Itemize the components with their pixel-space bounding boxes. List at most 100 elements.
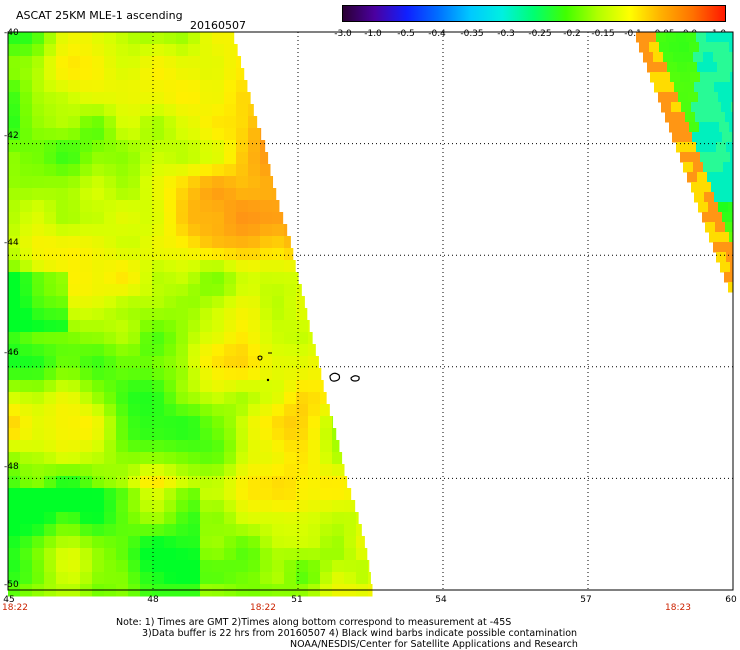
swath-cell xyxy=(284,308,297,321)
swath-cell xyxy=(284,536,297,549)
swath-cell xyxy=(68,164,81,177)
swath-cell xyxy=(128,572,141,585)
swath-cell xyxy=(164,272,177,285)
swath-cell xyxy=(296,464,309,477)
swath-cell xyxy=(92,500,105,513)
swath-cell xyxy=(80,512,93,525)
swath-cell xyxy=(92,440,105,453)
swath-cell xyxy=(8,212,21,225)
swath-cell xyxy=(80,452,93,465)
swath-cell xyxy=(140,80,153,93)
swath-cell xyxy=(296,404,309,417)
swath-cell xyxy=(224,440,237,453)
swath-cell xyxy=(176,116,189,129)
swath-cell xyxy=(164,128,177,141)
swath-cell xyxy=(68,572,81,585)
swath-cell xyxy=(188,452,201,465)
swath-cell xyxy=(212,92,225,105)
swath-cell xyxy=(700,72,711,83)
swath-cell xyxy=(20,212,33,225)
swath-cell xyxy=(320,452,333,465)
swath-cell xyxy=(140,404,153,417)
swath-cell xyxy=(224,368,237,381)
swath-cell xyxy=(20,428,33,441)
swath-cell xyxy=(32,344,45,357)
swath-cell xyxy=(188,296,201,309)
swath-cell xyxy=(68,260,81,273)
swath-cell xyxy=(44,212,57,225)
swath-cell xyxy=(116,332,129,345)
swath-cell xyxy=(200,332,213,345)
swath-cell xyxy=(56,308,69,321)
swath-cell xyxy=(248,152,261,165)
swath-cell xyxy=(272,248,285,261)
swath-cell xyxy=(200,92,213,105)
swath-cell xyxy=(176,260,189,273)
swath-cell xyxy=(32,464,45,477)
footer-note-line-2: 3)Data buffer is 22 hrs from 20160507 4)… xyxy=(142,628,578,639)
swath-cell xyxy=(260,368,273,381)
swath-cell xyxy=(272,500,285,513)
swath-cell xyxy=(32,44,45,57)
swath-cell xyxy=(272,296,285,309)
swath-cell xyxy=(272,260,285,273)
swath-cell xyxy=(284,260,296,273)
swath-cell xyxy=(260,344,273,357)
swath-cell xyxy=(140,164,153,177)
swath-cell xyxy=(56,416,69,429)
swath-cell xyxy=(308,488,321,501)
swath-cell xyxy=(152,488,165,501)
swath-cell xyxy=(152,404,165,417)
swath-cell xyxy=(212,140,225,153)
swath-cell xyxy=(68,368,81,381)
latitude-label: -44 xyxy=(4,238,19,248)
swath-cell xyxy=(68,56,81,69)
swath-cell xyxy=(272,320,285,333)
swath-cell xyxy=(32,152,45,165)
swath-cell xyxy=(56,248,69,261)
swath-cell xyxy=(68,536,81,549)
swath-cell xyxy=(236,176,249,189)
swath-cell xyxy=(706,142,717,153)
swath-cell xyxy=(116,296,129,309)
swath-cell xyxy=(678,92,689,103)
swath-cell xyxy=(56,368,69,381)
swath-cell xyxy=(224,428,237,441)
swath-cell xyxy=(20,332,33,345)
swath-cell xyxy=(308,320,310,333)
swath-cell xyxy=(128,200,141,213)
swath-cell xyxy=(128,440,141,453)
swath-cell xyxy=(128,344,141,357)
swath-cell xyxy=(176,476,189,489)
swath-cell xyxy=(176,128,189,141)
swath-cell xyxy=(701,182,712,193)
swath-cell xyxy=(260,212,273,225)
swath-cell xyxy=(668,92,679,103)
swath-cell xyxy=(176,488,189,501)
swath-cell xyxy=(714,192,725,203)
swath-cell xyxy=(176,92,189,105)
swath-cell xyxy=(164,32,177,45)
swath-cell xyxy=(308,524,321,537)
swath-cell xyxy=(80,404,93,417)
swath-cell xyxy=(140,176,153,189)
colorbar-tick-label: -1.0 xyxy=(364,29,382,39)
swath-cell xyxy=(200,416,213,429)
swath-cell xyxy=(128,44,141,57)
swath-cell xyxy=(700,152,711,163)
swath-cell xyxy=(44,248,57,261)
swath-cell xyxy=(116,464,129,477)
swath-cell xyxy=(272,308,285,321)
swath-cell xyxy=(715,112,726,123)
swath-cell xyxy=(140,200,153,213)
swath-cell xyxy=(68,236,81,249)
swath-cell xyxy=(104,332,117,345)
swath-cell xyxy=(20,404,33,417)
swath-cell xyxy=(679,42,690,53)
swath-cell xyxy=(8,92,21,105)
swath-cell xyxy=(164,44,177,57)
swath-cell xyxy=(152,188,165,201)
swath-cell xyxy=(20,140,33,153)
swath-cell xyxy=(32,164,45,177)
swath-cell xyxy=(44,104,57,117)
